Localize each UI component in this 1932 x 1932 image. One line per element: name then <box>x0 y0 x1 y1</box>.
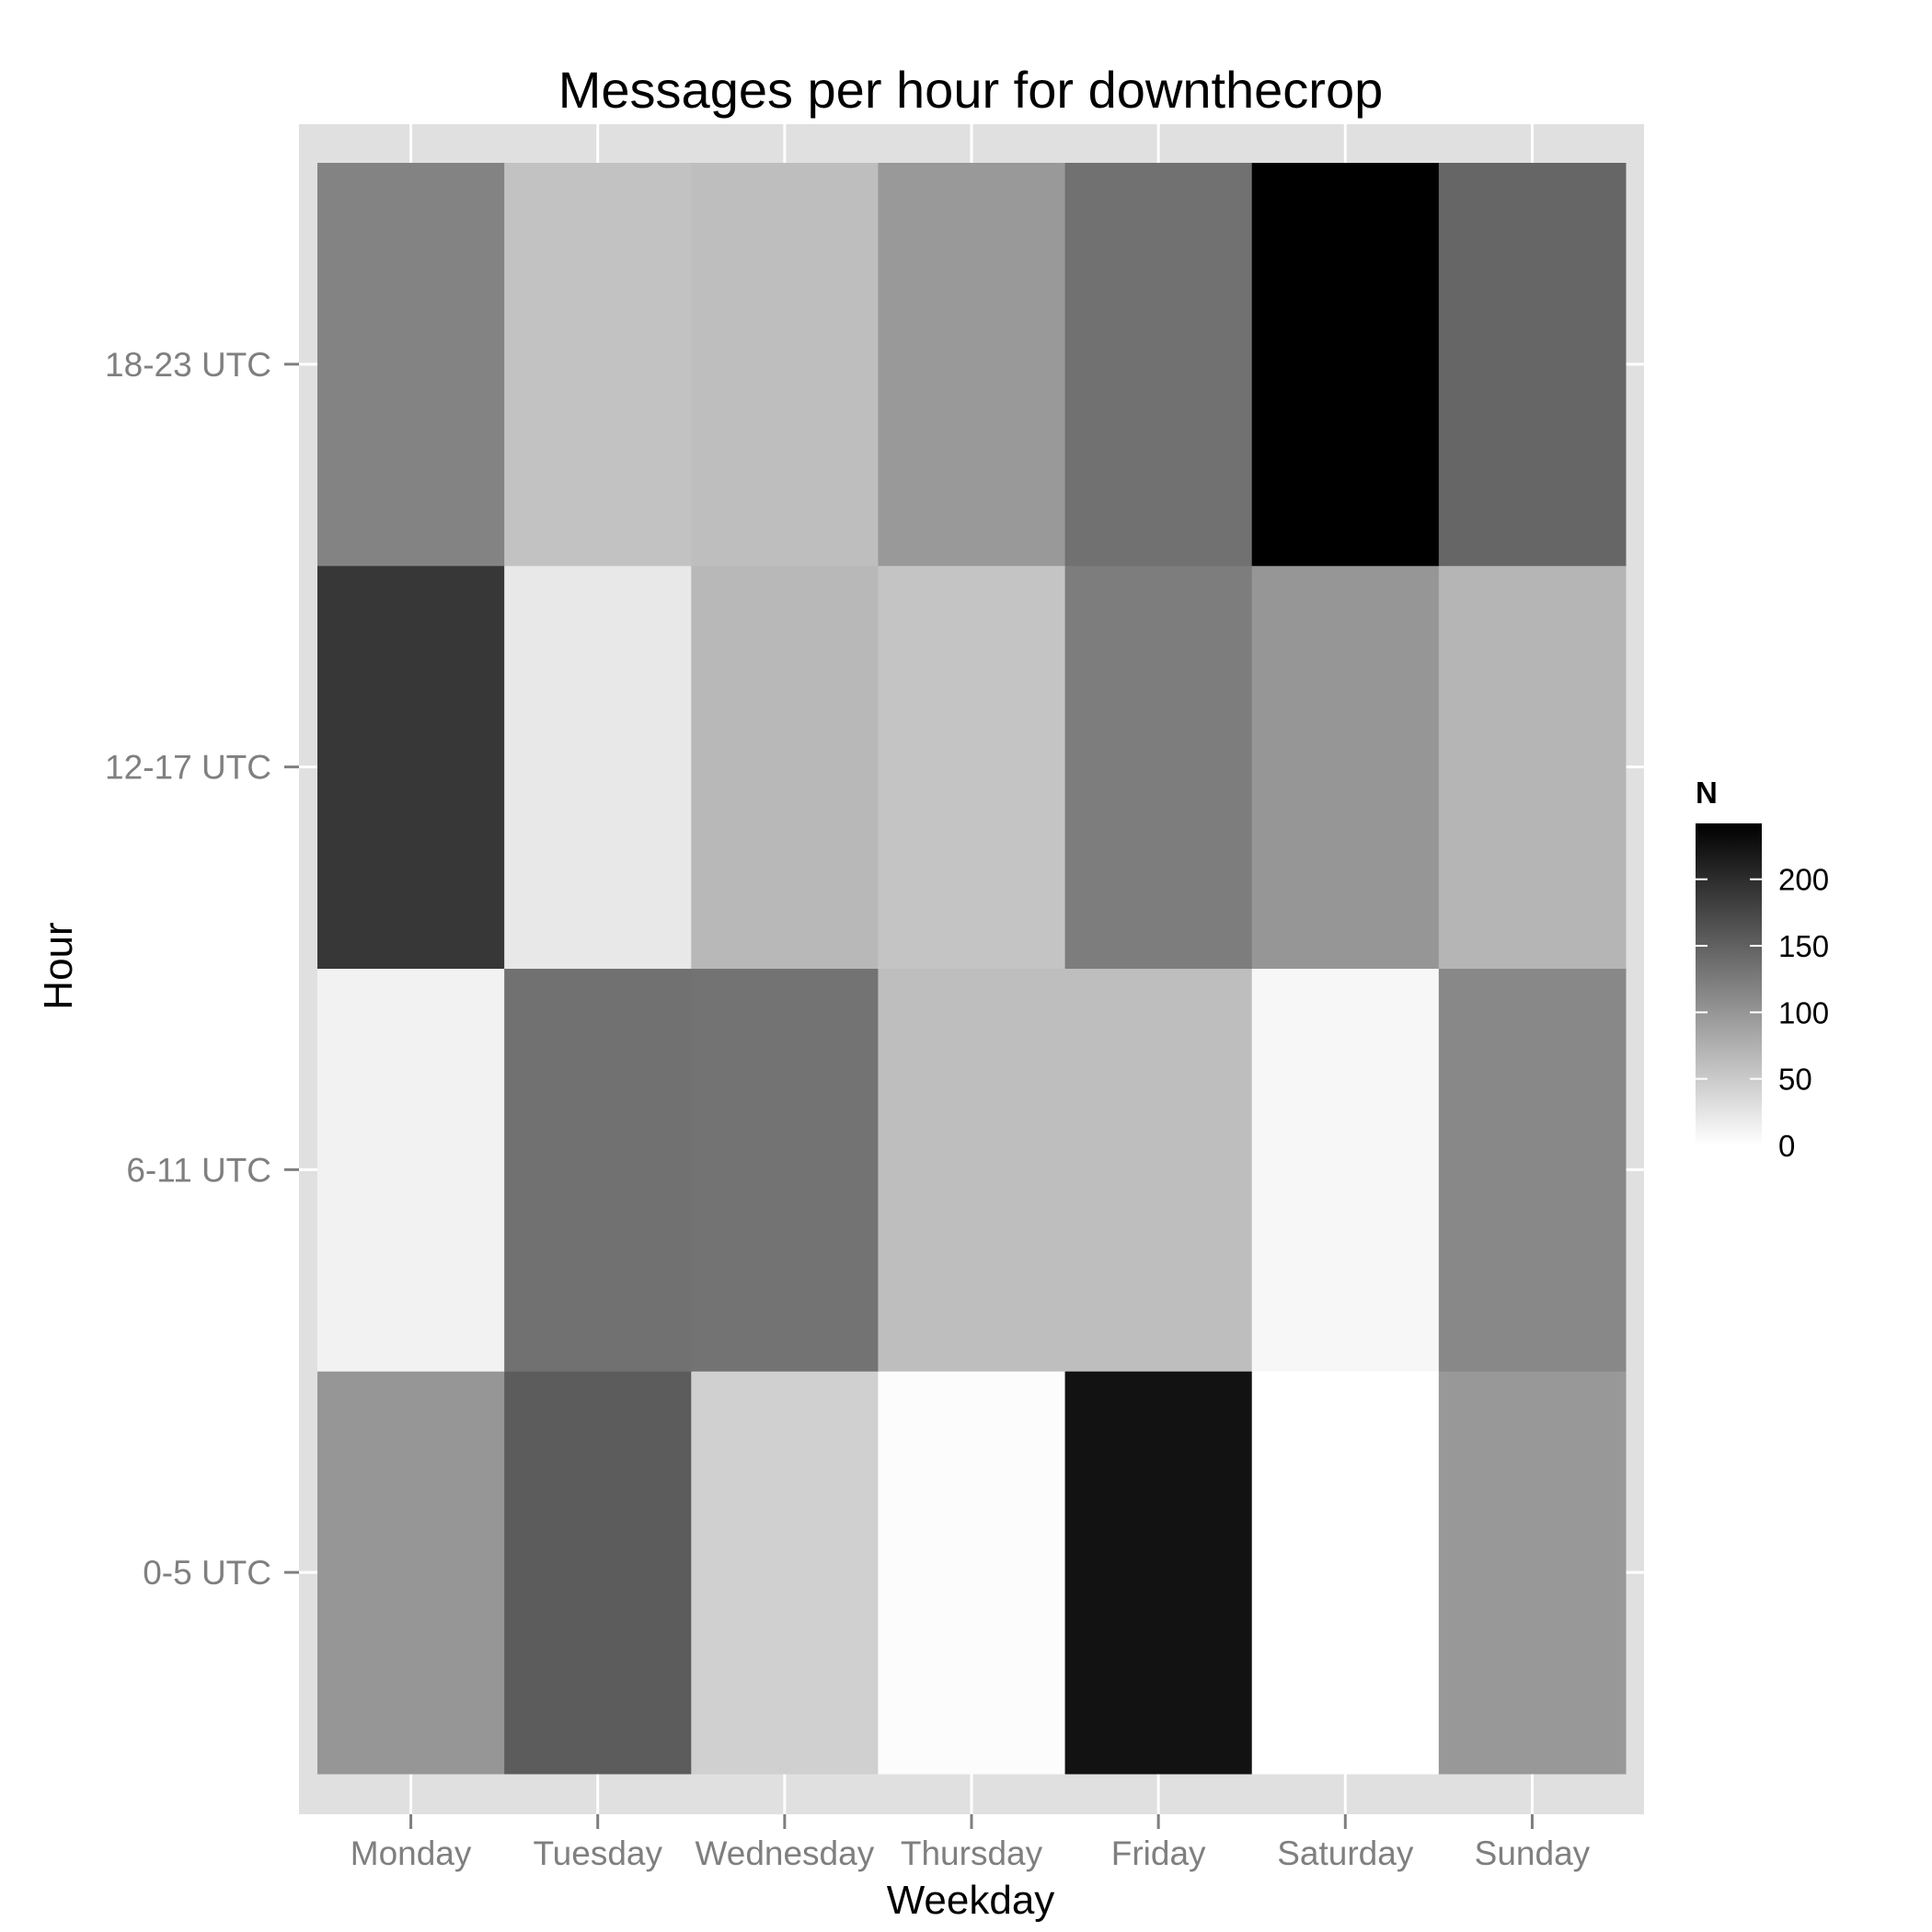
heatmap-cell <box>691 163 879 567</box>
heatmap-cell <box>1438 968 1627 1372</box>
heatmap-cell <box>317 163 505 567</box>
y-tick-label: 18-23 UTC <box>105 346 271 384</box>
heatmap-cells <box>317 163 1627 1775</box>
heatmap-cell <box>317 1371 505 1775</box>
heatmap-cell <box>691 968 879 1372</box>
legend-colorbar <box>1696 823 1762 1145</box>
heatmap-cell <box>1064 163 1253 567</box>
heatmap-cell <box>1438 565 1627 969</box>
heatmap-cell <box>878 1371 1066 1775</box>
heatmap-cell <box>878 565 1066 969</box>
heatmap-cell <box>1251 968 1440 1372</box>
x-tick-label: Tuesday <box>533 1834 662 1872</box>
y-tick-label: 0-5 UTC <box>143 1554 271 1592</box>
heatmap-cell <box>317 565 505 969</box>
heatmap-cell <box>504 163 692 567</box>
x-tick-label: Thursday <box>901 1834 1043 1872</box>
heatmap-cell <box>504 565 692 969</box>
heatmap-cell <box>878 968 1066 1372</box>
chart-title: Messages per hour for downthecrop <box>558 61 1384 119</box>
heatmap-cell <box>1251 163 1440 567</box>
color-legend: N 0 50 100 150 200 <box>1696 776 1829 1163</box>
heatmap-cell <box>1251 565 1440 969</box>
legend-label: 150 <box>1778 929 1829 963</box>
heatmap-cell <box>1064 1371 1253 1775</box>
heatmap-cell <box>317 968 505 1372</box>
x-axis: Monday Tuesday Wednesday Thursday Friday Satu… <box>351 1814 1591 1872</box>
heatmap-cell <box>1438 1371 1627 1775</box>
heatmap-cell <box>504 1371 692 1775</box>
heatmap-cell <box>878 163 1066 567</box>
x-tick-label: Saturday <box>1277 1834 1414 1872</box>
x-tick-label: Monday <box>351 1834 472 1872</box>
heatmap-cell <box>1251 1371 1440 1775</box>
y-axis: 0-5 UTC 6-11 UTC 12-17 UTC 18-23 UTC <box>105 346 299 1592</box>
legend-label: 100 <box>1778 995 1829 1029</box>
y-axis-title: Hour <box>36 922 81 1009</box>
heatmap-cell <box>504 968 692 1372</box>
legend-title: N <box>1696 776 1718 810</box>
heatmap-cell <box>691 1371 879 1775</box>
legend-label: 200 <box>1778 863 1829 897</box>
heatmap-cell <box>1064 968 1253 1372</box>
heatmap-cell <box>1064 565 1253 969</box>
legend-label: 50 <box>1778 1063 1812 1097</box>
heatmap-cell <box>691 565 879 969</box>
y-tick-label: 6-11 UTC <box>126 1151 271 1189</box>
x-tick-label: Wednesday <box>695 1834 874 1872</box>
x-tick-label: Friday <box>1111 1834 1206 1872</box>
x-tick-label: Sunday <box>1475 1834 1591 1872</box>
x-axis-title: Weekday <box>887 1878 1055 1923</box>
y-tick-label: 12-17 UTC <box>105 749 271 787</box>
legend-label: 0 <box>1778 1129 1795 1163</box>
heatmap-cell <box>1438 163 1627 567</box>
